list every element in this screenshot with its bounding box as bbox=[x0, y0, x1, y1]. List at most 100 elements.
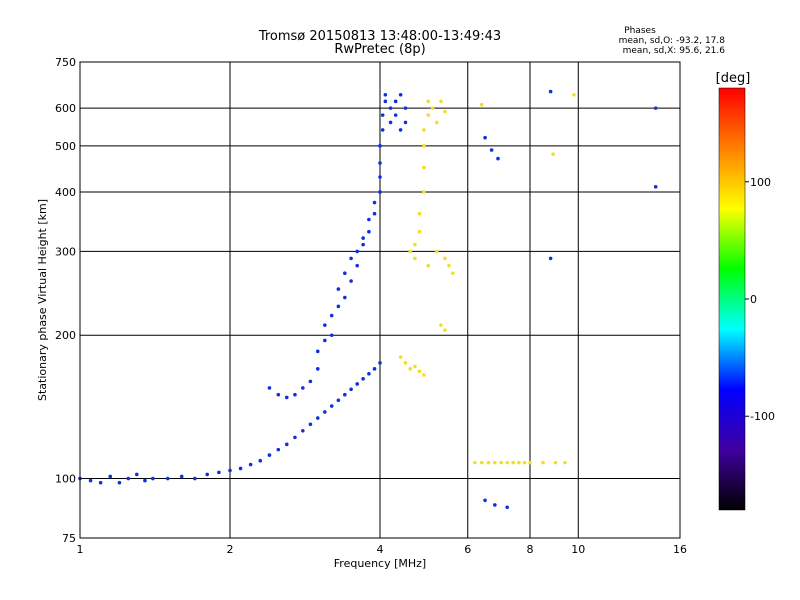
y-tick-label: 75 bbox=[62, 532, 76, 545]
echo-point bbox=[361, 377, 365, 381]
echo-point bbox=[548, 89, 553, 94]
echo-point bbox=[343, 295, 347, 300]
echo-point bbox=[323, 338, 327, 343]
echo-point bbox=[378, 175, 382, 179]
echo-point bbox=[403, 120, 408, 125]
echo-point bbox=[315, 349, 320, 354]
echo-point bbox=[443, 256, 447, 261]
chart-subtitle: RwPretec (8p) bbox=[334, 42, 425, 57]
echo-point bbox=[343, 271, 347, 276]
echo-point bbox=[517, 460, 521, 465]
echo-point bbox=[361, 242, 365, 247]
echo-point bbox=[413, 256, 417, 261]
echo-point bbox=[528, 460, 532, 465]
y-tick-label: 200 bbox=[55, 329, 76, 342]
echo-point bbox=[380, 128, 385, 132]
echo-point bbox=[349, 256, 353, 261]
echo-point bbox=[238, 466, 243, 471]
echo-point bbox=[563, 460, 567, 465]
echo-point bbox=[447, 263, 451, 268]
echo-point bbox=[267, 453, 272, 457]
echo-point bbox=[284, 395, 289, 400]
echo-point bbox=[301, 386, 305, 390]
echo-point bbox=[349, 279, 353, 283]
echo-point bbox=[349, 387, 353, 392]
echo-point bbox=[473, 460, 477, 465]
echo-point bbox=[496, 156, 500, 161]
echo-point bbox=[323, 410, 327, 414]
echo-point bbox=[323, 323, 327, 327]
echo-point bbox=[483, 498, 487, 503]
echo-point bbox=[378, 144, 382, 148]
echo-point bbox=[267, 386, 272, 390]
x-tick-label: 10 bbox=[571, 543, 585, 556]
echo-point bbox=[422, 144, 426, 148]
echo-point bbox=[355, 382, 359, 386]
colorbar-tick-label: 0 bbox=[750, 293, 757, 306]
echo-point bbox=[276, 392, 281, 397]
x-tick-label: 4 bbox=[377, 543, 384, 556]
echo-point bbox=[383, 92, 388, 97]
echo-point bbox=[653, 185, 658, 189]
echo-point bbox=[329, 313, 334, 318]
echo-point bbox=[417, 229, 422, 234]
colorbar-tick-label: -100 bbox=[750, 410, 775, 423]
echo-point bbox=[367, 217, 371, 222]
echo-point bbox=[329, 333, 334, 338]
echo-point bbox=[403, 106, 408, 110]
echo-point bbox=[548, 256, 553, 261]
echo-point bbox=[541, 460, 545, 465]
echo-point bbox=[483, 135, 487, 140]
echo-point bbox=[308, 379, 313, 384]
y-tick-label: 500 bbox=[55, 140, 76, 153]
echo-point bbox=[217, 470, 221, 475]
echo-point bbox=[367, 229, 371, 234]
echo-point bbox=[551, 152, 555, 157]
echo-point bbox=[378, 190, 382, 194]
y-tick-label: 300 bbox=[55, 245, 76, 258]
echo-point bbox=[355, 263, 359, 268]
echo-point bbox=[329, 404, 334, 408]
echo-point bbox=[479, 460, 484, 465]
colorbar-ticks: 100 0 -100 bbox=[745, 176, 775, 423]
echo-point bbox=[258, 458, 263, 463]
echo-point bbox=[572, 92, 576, 97]
echo-point bbox=[293, 392, 297, 397]
echo-point bbox=[372, 211, 377, 216]
x-tick-label: 6 bbox=[464, 543, 471, 556]
echo-point bbox=[151, 476, 155, 481]
echo-point bbox=[522, 460, 527, 465]
echo-point bbox=[553, 460, 558, 465]
x-axis-ticks: 1 2 4 6 8 10 16 bbox=[77, 543, 688, 556]
echo-point bbox=[398, 92, 403, 97]
echo-point bbox=[505, 460, 509, 465]
echo-point bbox=[422, 128, 426, 132]
x-tick-label: 16 bbox=[673, 543, 687, 556]
echo-point bbox=[511, 460, 515, 465]
x-tick-label: 2 bbox=[227, 543, 234, 556]
echo-point bbox=[426, 99, 431, 104]
echo-point bbox=[430, 106, 435, 110]
echo-point bbox=[439, 323, 443, 327]
echo-point bbox=[361, 236, 365, 240]
echo-point bbox=[380, 113, 385, 117]
echo-point bbox=[493, 503, 497, 507]
plot-frame bbox=[79, 61, 681, 539]
echo-point bbox=[398, 128, 403, 132]
echo-point bbox=[205, 472, 209, 477]
colorbar-label: [deg] bbox=[716, 71, 751, 86]
echo-point bbox=[98, 480, 103, 485]
y-tick-label: 400 bbox=[55, 186, 76, 199]
echo-points bbox=[78, 89, 658, 510]
echo-point bbox=[343, 392, 347, 397]
y-tick-label: 600 bbox=[55, 102, 76, 115]
echo-point bbox=[336, 287, 341, 291]
echo-point bbox=[426, 263, 431, 268]
echo-point bbox=[422, 165, 426, 170]
y-axis-label: Stationary phase Virtual Height [km] bbox=[36, 199, 49, 401]
echo-point bbox=[315, 367, 320, 371]
echo-point bbox=[499, 460, 503, 465]
echo-point bbox=[489, 148, 494, 152]
x-tick-label: 1 bbox=[77, 543, 84, 556]
